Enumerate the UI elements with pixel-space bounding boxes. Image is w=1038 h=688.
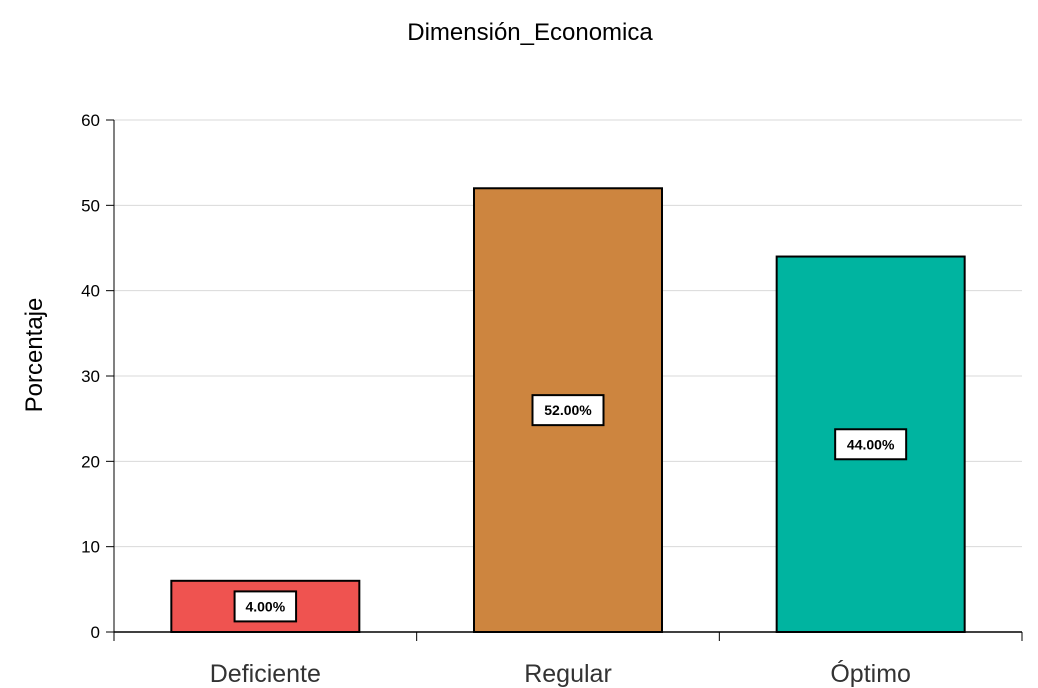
y-tick-label: 50 (81, 196, 100, 215)
data-label: 4.00% (245, 598, 285, 614)
y-tick-label: 30 (81, 367, 100, 386)
y-tick-label: 10 (81, 538, 100, 557)
x-tick-label: Regular (524, 660, 612, 688)
data-label: 52.00% (544, 402, 592, 418)
y-tick-label: 0 (91, 623, 100, 642)
y-tick-label: 20 (81, 452, 100, 471)
y-tick-label: 60 (81, 111, 100, 130)
y-tick-label: 40 (81, 282, 100, 301)
data-label-box (531, 394, 605, 427)
data-label: 44.00% (847, 436, 895, 452)
data-label-box (233, 590, 298, 623)
data-label-box (834, 428, 908, 461)
x-tick-label: Deficiente (210, 660, 321, 688)
axes: 0 10 20 30 40 50 60 Deficiente Regular Óptimo (81, 111, 1023, 688)
x-tick-label: Óptimo (830, 659, 911, 688)
y-axis-label: Porcentaje (21, 298, 48, 413)
chart-title: Dimensión_Economica (407, 19, 653, 46)
data-labels: 4.00% 52.00% 44.00% (233, 394, 908, 623)
